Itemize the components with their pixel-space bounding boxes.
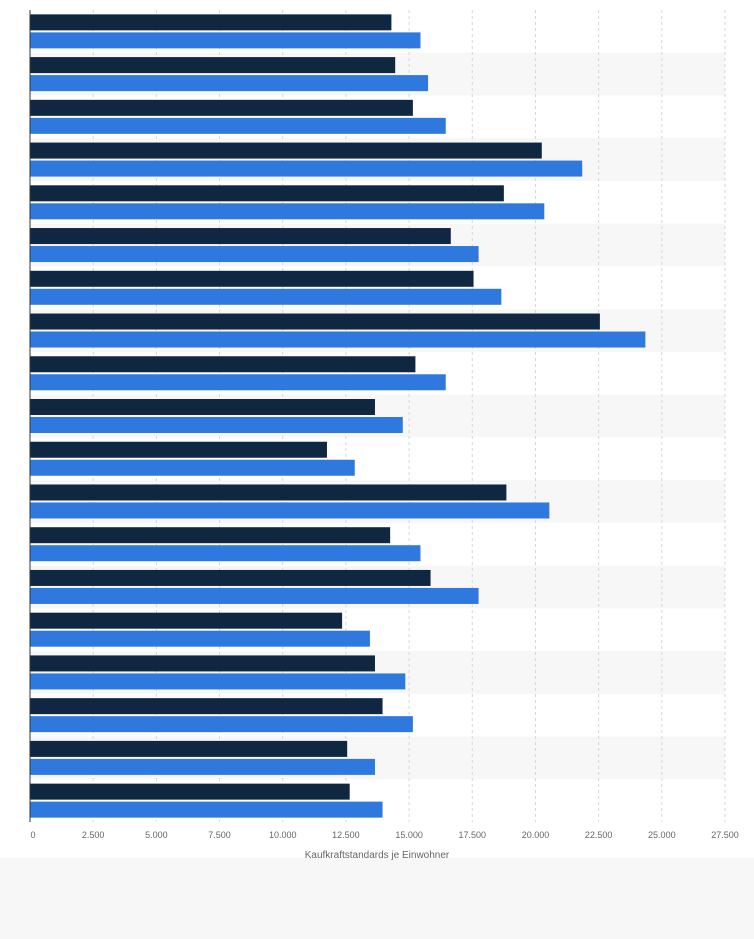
bar-series-1[interactable]	[30, 14, 392, 31]
bar-series-1[interactable]	[30, 185, 504, 202]
x-tick-label: 0	[30, 830, 35, 840]
bar-series-1[interactable]	[30, 569, 431, 586]
x-tick-label: 5.000	[145, 830, 168, 840]
bar-series-1[interactable]	[30, 527, 391, 544]
bar-series-2[interactable]	[30, 630, 370, 647]
bar-series-1[interactable]	[30, 399, 375, 415]
bar-series-2[interactable]	[30, 459, 355, 476]
x-tick-label: 7.500	[208, 830, 231, 840]
bar-series-1[interactable]	[30, 313, 600, 330]
bar-series-1[interactable]	[30, 228, 451, 245]
bar-series-2[interactable]	[30, 75, 429, 92]
bar-series-1[interactable]	[30, 441, 327, 458]
bar-series-1[interactable]	[30, 740, 348, 757]
bar-series-2[interactable]	[30, 32, 421, 49]
x-tick-label: 12.500	[332, 830, 360, 840]
x-tick-label: 15.000	[395, 830, 423, 840]
bar-series-2[interactable]	[30, 331, 646, 348]
bar-series-2[interactable]	[30, 758, 375, 775]
bar-series-2[interactable]	[30, 716, 413, 733]
x-tick-label: 25.000	[648, 830, 676, 840]
bar-series-1[interactable]	[30, 270, 474, 287]
bar-series-1[interactable]	[30, 99, 413, 116]
bar-series-1[interactable]	[30, 612, 343, 629]
x-tick-label: 10.000	[269, 830, 297, 840]
x-tick-labels: 0 2.500 5.000 7.500 10.000 12.500 15.000 17.500…	[30, 830, 738, 840]
x-tick-label: 17.500	[459, 830, 487, 840]
bar-series-1[interactable]	[30, 698, 383, 715]
bar-series-2[interactable]	[30, 203, 545, 220]
bar-series-2[interactable]	[30, 246, 479, 263]
bar-series-1[interactable]	[30, 57, 396, 74]
x-tick-label: 2.500	[82, 830, 105, 840]
x-tick-label: 27.500	[711, 830, 739, 840]
x-axis-title: Kaufkraftstandards je Einwohner	[305, 850, 450, 861]
x-tick-label: 20.000	[522, 830, 550, 840]
bar-series-2[interactable]	[30, 502, 550, 519]
bar-series-2[interactable]	[30, 673, 406, 690]
bars	[30, 14, 646, 818]
bar-series-2[interactable]	[30, 160, 583, 177]
bar-series-2[interactable]	[30, 288, 502, 305]
bar-series-1[interactable]	[30, 484, 507, 501]
bar-series-1[interactable]	[30, 655, 375, 672]
bar-series-1[interactable]	[30, 142, 542, 159]
bar-series-2[interactable]	[30, 374, 446, 391]
bar-series-2[interactable]	[30, 545, 421, 562]
x-tick-label: 22.500	[585, 830, 613, 840]
bar-series-2[interactable]	[30, 587, 479, 604]
bar-series-1[interactable]	[30, 783, 350, 800]
bar-series-2[interactable]	[30, 801, 383, 818]
bar-series-1[interactable]	[30, 356, 416, 373]
footer-band	[0, 858, 754, 939]
bar-series-2[interactable]	[30, 117, 446, 134]
bar-series-2[interactable]	[30, 417, 403, 433]
